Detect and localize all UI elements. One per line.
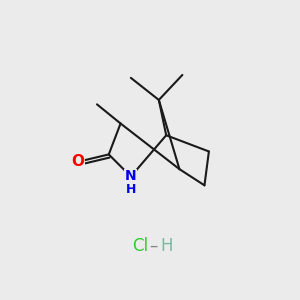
Text: H: H [126, 183, 136, 196]
Text: –: – [149, 237, 157, 255]
Text: N: N [125, 169, 137, 184]
Text: Cl: Cl [132, 237, 148, 255]
Text: H: H [160, 237, 172, 255]
Text: O: O [71, 154, 84, 169]
